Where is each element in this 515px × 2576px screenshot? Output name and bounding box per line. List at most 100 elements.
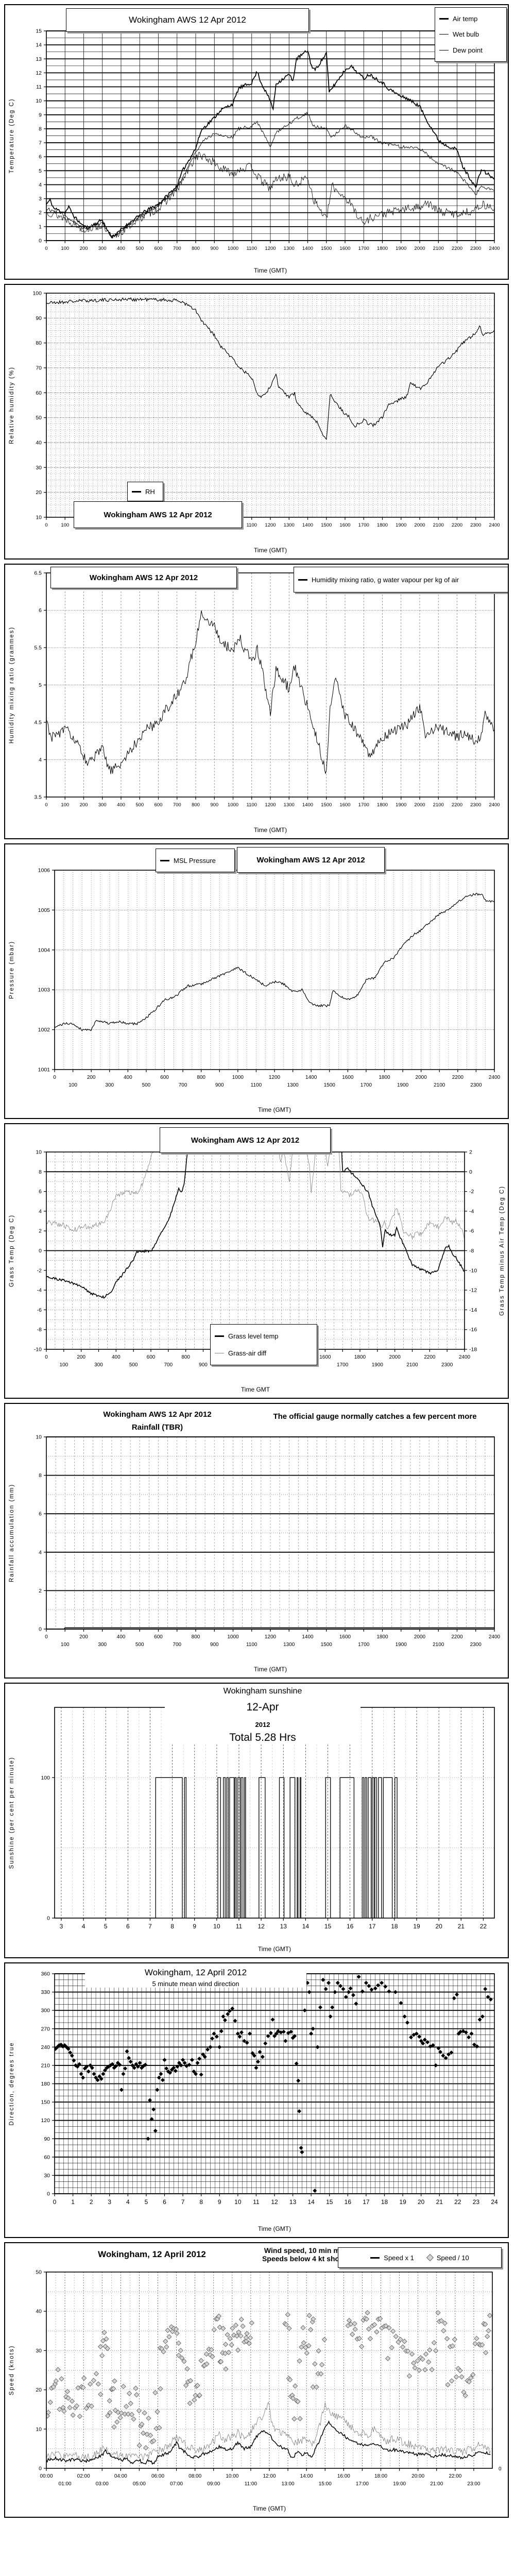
svg-text:210: 210 [41,2062,50,2069]
svg-text:50: 50 [36,2269,42,2276]
legend-label: RH [145,487,155,496]
svg-text:200: 200 [77,1354,85,1360]
legend-item: Grass-air diff [215,1349,313,1357]
svg-text:2000: 2000 [389,1354,401,1360]
svg-text:360: 360 [41,1971,50,1977]
svg-text:1600: 1600 [339,1634,351,1640]
svg-text:1700: 1700 [360,1082,372,1088]
svg-text:1600: 1600 [342,1075,354,1080]
svg-text:2300: 2300 [441,1362,453,1368]
svg-text:30: 30 [36,465,42,471]
svg-text:0: 0 [39,238,42,244]
svg-text:-6: -6 [469,1228,474,1234]
svg-text:90: 90 [36,315,42,321]
legend-item: Speed / 10 [426,2254,469,2262]
svg-text:11: 11 [253,2198,260,2206]
svg-text:600: 600 [154,246,163,251]
line-swatch-icon [132,490,141,493]
svg-text:300: 300 [98,802,107,808]
svg-text:05:00: 05:00 [133,2481,146,2487]
svg-text:500: 500 [129,1362,138,1368]
svg-text:1800: 1800 [377,802,388,808]
svg-text:2400: 2400 [489,1634,501,1640]
svg-text:5: 5 [39,168,42,174]
svg-text:1800: 1800 [377,246,388,251]
svg-text:07:00: 07:00 [170,2481,183,2487]
svg-text:0: 0 [469,1169,472,1175]
svg-text:3.5: 3.5 [34,794,42,801]
svg-text:0: 0 [45,802,47,808]
chart-subtitle: Rainfall (TBR) [131,1423,183,1432]
svg-text:9: 9 [193,1923,196,1930]
svg-text:7: 7 [181,2198,185,2206]
svg-text:200: 200 [80,802,88,808]
line-swatch-icon [439,18,449,20]
svg-text:6: 6 [126,1923,130,1930]
svg-text:100: 100 [61,802,69,808]
svg-text:400: 400 [124,1075,132,1080]
svg-text:19: 19 [399,2198,406,2206]
legend-mixing-ratio: Humidity mixing ratio, g water vapour pe… [294,567,508,592]
svg-text:12: 12 [258,1923,265,1930]
legend-item: Wet bulb [439,30,502,38]
svg-text:Speed (knots): Speed (knots) [9,2345,15,2396]
svg-text:Time (GMT): Time (GMT) [254,547,287,554]
svg-text:23: 23 [473,2198,480,2206]
svg-text:70: 70 [36,365,42,371]
legend-label: Air temp [453,14,478,23]
svg-text:1500: 1500 [324,1082,336,1088]
svg-text:1900: 1900 [396,1642,407,1648]
svg-text:1200: 1200 [265,522,276,528]
svg-text:10: 10 [36,1149,42,1156]
svg-text:14: 14 [36,42,42,48]
svg-text:10:00: 10:00 [226,2473,238,2479]
svg-text:400: 400 [112,1354,121,1360]
chart-title: Wokingham AWS 12 Apr 2012 [103,1410,212,1419]
svg-text:100: 100 [68,1082,77,1088]
svg-text:1100: 1100 [251,1082,262,1088]
svg-text:6.5: 6.5 [34,570,42,577]
svg-text:2300: 2300 [470,1642,482,1648]
svg-text:08:00: 08:00 [188,2473,201,2479]
svg-text:1200: 1200 [269,1075,281,1080]
svg-text:30: 30 [36,2348,42,2354]
svg-text:1100: 1100 [247,522,257,528]
svg-text:Direction, degrees true: Direction, degrees true [9,2042,15,2125]
svg-text:500: 500 [142,1082,151,1088]
svg-text:2200: 2200 [452,1075,464,1080]
svg-text:2: 2 [39,210,42,216]
svg-text:1900: 1900 [396,522,406,528]
svg-text:2100: 2100 [433,1642,444,1648]
svg-text:1500: 1500 [321,246,332,251]
svg-text:900: 900 [215,1082,224,1088]
svg-text:1400: 1400 [302,802,313,808]
chart-panel-pressure: 1001 1002 1003 1004 1005 1006 0 200 400 600 800 100… [4,843,509,1119]
legend-item: Air temp [439,15,502,23]
legend-label: Wet bulb [453,30,479,39]
svg-text:8: 8 [39,1169,42,1175]
svg-text:60: 60 [36,390,42,396]
svg-text:2: 2 [469,1149,472,1156]
pressure-plot: 1001 1002 1003 1004 1005 1006 0 200 400 600 800 100… [9,868,501,1114]
chart-title: Wokingham AWS 12 Apr 2012 [104,510,212,519]
svg-text:2100: 2100 [433,522,444,528]
svg-text:4: 4 [39,1208,42,1214]
svg-text:21:00: 21:00 [430,2481,443,2487]
svg-text:20:00: 20:00 [411,2473,424,2479]
svg-text:20: 20 [418,2198,425,2206]
svg-text:13:00: 13:00 [282,2481,295,2487]
svg-text:2100: 2100 [406,1362,418,1368]
svg-text:Time (GMT): Time (GMT) [253,2505,286,2512]
legend-label: Humidity mixing ratio, g water vapour pe… [312,575,459,584]
svg-text:400: 400 [117,802,125,808]
svg-text:300: 300 [98,1642,107,1648]
svg-text:15: 15 [326,2198,333,2206]
svg-text:1800: 1800 [377,522,388,528]
svg-text:300: 300 [105,1082,114,1088]
svg-text:-16: -16 [469,1327,477,1333]
chart-title: Wokingham AWS 12 Apr 2012 [89,573,198,582]
svg-text:5: 5 [145,2198,148,2206]
chart-panel-sunshine: 0 100 3 4 5 6 7 8 9 10 11 12 13 14 15 16 17 18 19 20 21 22 Tim… [4,1683,509,1958]
svg-text:1400: 1400 [302,246,313,251]
